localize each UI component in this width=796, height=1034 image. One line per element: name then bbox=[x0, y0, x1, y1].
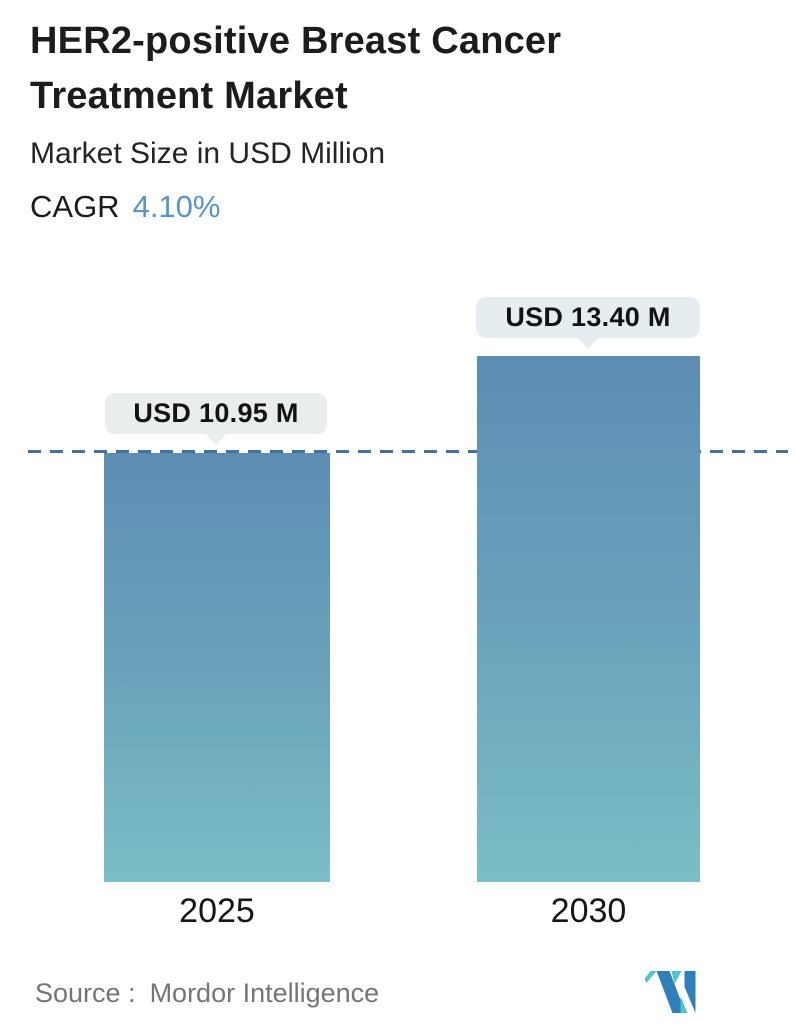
cagr-label: CAGR bbox=[30, 189, 120, 224]
cagr-row: CAGR 4.10% bbox=[30, 186, 220, 228]
chart-subtitle: Market Size in USD Million bbox=[30, 137, 386, 170]
mordor-intelligence-logo-icon bbox=[644, 971, 696, 1013]
value-label-2025: USD 10.95 M bbox=[105, 393, 327, 434]
value-label-2030: USD 13.40 M bbox=[476, 297, 700, 338]
chart-title-line1: HER2-positive Breast Cancer bbox=[30, 20, 562, 62]
source-attribution: Source : Mordor Intelligence bbox=[35, 975, 379, 1011]
cagr-value: 4.10% bbox=[132, 189, 221, 224]
reference-dashed-line bbox=[28, 450, 788, 453]
bar-2030 bbox=[477, 356, 700, 882]
axis-label-2030: 2030 bbox=[550, 892, 627, 930]
source-label: Source : bbox=[35, 978, 136, 1008]
source-value: Mordor Intelligence bbox=[149, 978, 380, 1008]
axis-label-2025: 2025 bbox=[179, 892, 255, 930]
chart-title-line2: Treatment Market bbox=[30, 75, 348, 117]
bar-2025 bbox=[104, 453, 330, 882]
chart-title: HER2-positive Breast Cancer Treatment Ma… bbox=[30, 14, 690, 124]
